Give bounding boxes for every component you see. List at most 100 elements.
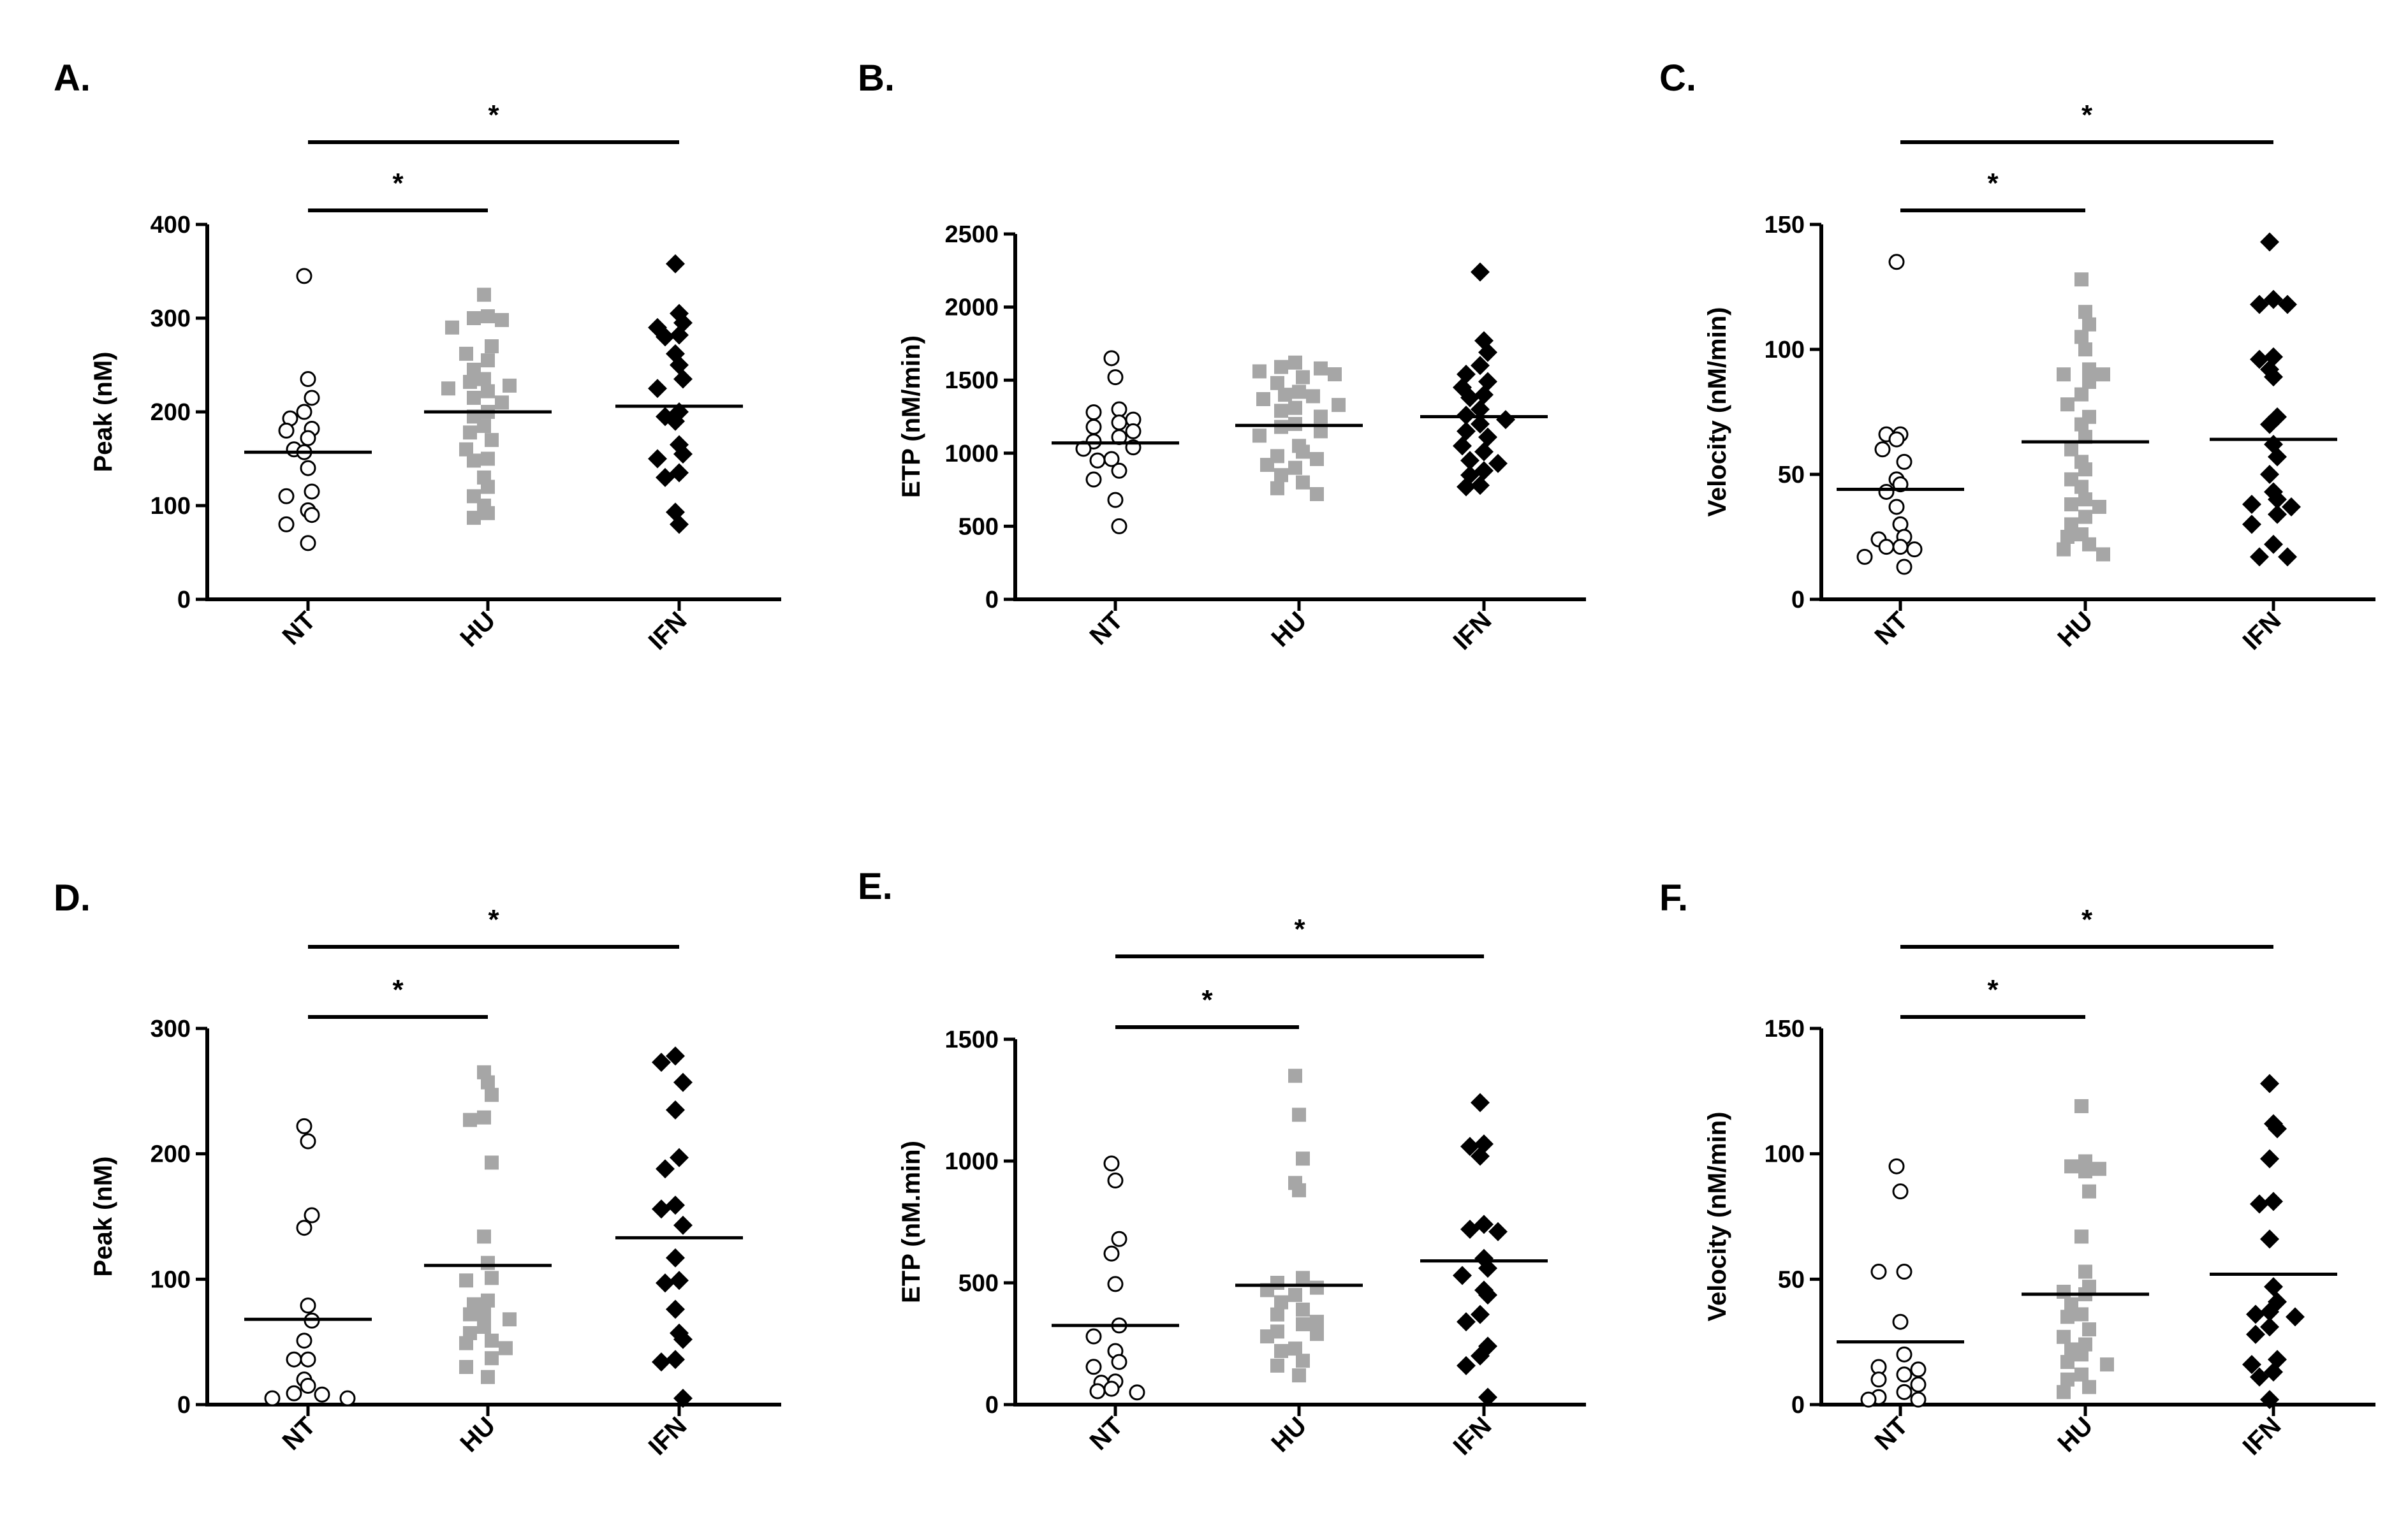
data-point-nt [286, 1385, 302, 1401]
data-point-hu [2074, 387, 2089, 402]
data-point-hu [2064, 1159, 2078, 1174]
data-point-nt [300, 1297, 316, 1314]
data-point-ifn [2260, 1074, 2279, 1093]
data-point-hu [485, 1333, 499, 1348]
x-tick-label: IFN [1448, 606, 1497, 655]
data-point-ifn [2242, 515, 2261, 534]
data-point-ifn [1471, 356, 1490, 376]
y-tick-label: 200 [150, 399, 191, 426]
data-point-nt [1888, 431, 1905, 448]
data-point-ifn [2260, 1390, 2279, 1410]
data-point-hu [495, 395, 509, 410]
data-point-ifn [1471, 414, 1490, 434]
data-point-hu [1292, 384, 1306, 399]
significance-star: * [1294, 914, 1305, 945]
data-point-hu [485, 339, 499, 354]
data-point-ifn [1471, 262, 1490, 282]
data-point-ifn [673, 1215, 693, 1235]
data-point-nt [1896, 1264, 1912, 1280]
data-point-hu [1296, 1317, 1310, 1331]
data-point-nt [300, 1133, 316, 1150]
data-point-ifn [670, 1271, 689, 1290]
data-point-hu [2078, 1164, 2092, 1179]
data-point-nt [286, 1351, 302, 1368]
data-point-nt [1107, 369, 1124, 386]
data-point-nt [1085, 471, 1102, 488]
data-point-ifn [2268, 1292, 2287, 1312]
data-point-hu [2078, 509, 2092, 524]
data-point-nt [1085, 1359, 1102, 1375]
data-point-ifn [648, 379, 667, 398]
x-tick-label: NT [1085, 1412, 1129, 1456]
data-point-nt [296, 268, 312, 284]
data-point-hu [1270, 481, 1284, 495]
data-point-ifn [1478, 427, 1497, 447]
panel-e: E. 0 500 1000 1500 ETP (nM.min) NT HU IFN * * [858, 866, 1586, 1461]
data-point-hu [1274, 1343, 1288, 1358]
panel-label: C. [1659, 57, 1696, 99]
data-point-hu [1296, 1151, 1310, 1166]
data-point-ifn [666, 1299, 685, 1319]
x-tick-label: HU [455, 606, 501, 652]
data-point-hu [2092, 1162, 2106, 1176]
data-point-hu [1314, 361, 1328, 376]
data-point-hu [463, 425, 477, 440]
data-point-hu [2082, 1184, 2096, 1199]
data-point-nt [1888, 1158, 1905, 1174]
y-tick-label: 0 [1791, 1392, 1805, 1419]
data-point-hu [459, 1360, 473, 1374]
data-point-hu [467, 453, 481, 468]
data-point-hu [2078, 1264, 2092, 1279]
data-point-hu [1310, 1315, 1324, 1329]
data-point-hu [2096, 367, 2110, 382]
data-point-hu [2060, 530, 2074, 544]
y-tick-label: 0 [1791, 587, 1805, 613]
data-point-hu [481, 1293, 495, 1308]
data-point-nt [296, 404, 312, 420]
y-axis-label: Velocity (nM/min) [1703, 1112, 1731, 1322]
data-point-hu [485, 1271, 499, 1285]
data-point-ifn [670, 325, 689, 345]
data-point-hu [1292, 1183, 1306, 1197]
significance-star: * [392, 974, 404, 1005]
x-tick-label: HU [1266, 606, 1312, 652]
data-point-ifn [2264, 1277, 2283, 1297]
y-tick-label: 0 [985, 587, 999, 613]
data-point-hu [485, 1155, 499, 1170]
data-point-nt [1103, 1245, 1120, 1262]
data-point-hu [503, 378, 517, 393]
significance-star: * [392, 168, 404, 199]
data-point-ifn [1478, 1259, 1497, 1278]
y-tick-label: 100 [150, 493, 191, 520]
data-point-nt [1089, 452, 1106, 469]
data-point-ifn [2264, 534, 2283, 554]
data-point-nt [1878, 483, 1895, 500]
data-point-ifn [652, 1352, 671, 1372]
data-point-hu [485, 1351, 499, 1366]
data-point-ifn [670, 515, 689, 534]
data-point-nt [300, 371, 316, 388]
x-tick-label: NT [277, 1412, 321, 1456]
y-tick-label: 100 [1765, 337, 1805, 363]
data-point-nt [1085, 1328, 1102, 1345]
data-point-hu [477, 1110, 491, 1125]
data-point-hu [1292, 1368, 1306, 1383]
y-tick-label: 500 [958, 1270, 999, 1297]
data-point-ifn [2286, 1307, 2305, 1327]
data-point-ifn [666, 1100, 685, 1120]
data-point-hu [2078, 342, 2092, 356]
data-point-hu [2082, 362, 2096, 377]
data-point-nt [1892, 1183, 1909, 1200]
x-tick-label: HU [455, 1412, 501, 1458]
data-point-hu [1256, 391, 1270, 406]
data-point-nt [278, 516, 295, 532]
data-point-hu [2060, 1355, 2074, 1370]
significance-star: * [1201, 984, 1213, 1016]
data-point-hu [481, 384, 495, 398]
data-point-ifn [2260, 1317, 2279, 1337]
data-point-nt [296, 1220, 312, 1236]
data-point-ifn [2260, 232, 2279, 252]
data-point-nt [339, 1390, 356, 1407]
data-point-nt [1107, 1276, 1124, 1292]
data-point-ifn [666, 1248, 685, 1268]
